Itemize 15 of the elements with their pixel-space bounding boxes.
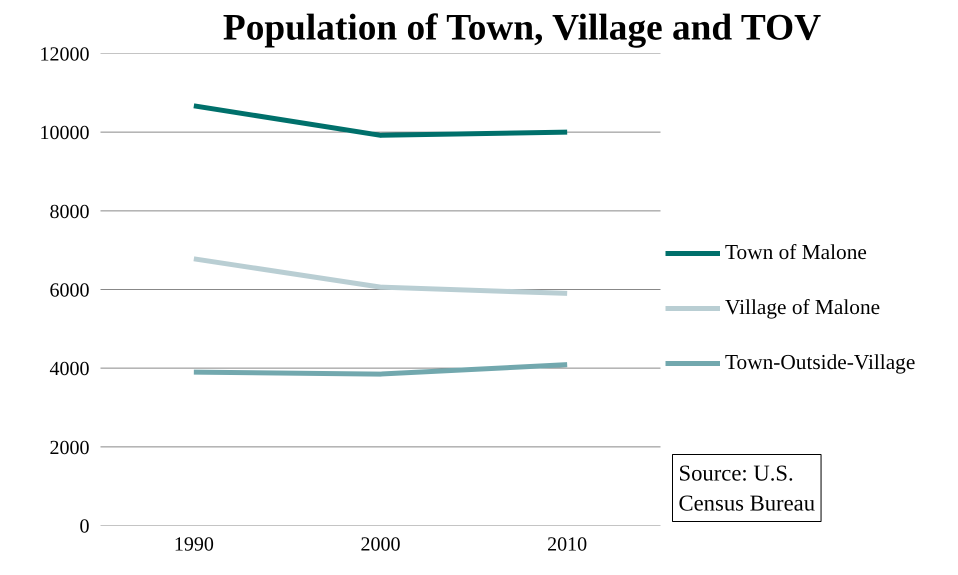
y-tick-label: 12000 [40, 44, 90, 66]
legend-label: Town-Outside-Village [725, 350, 916, 375]
y-tick-label: 8000 [50, 200, 90, 223]
legend-label: Town of Malone [725, 240, 867, 265]
y-tick-label: 0 [80, 516, 90, 538]
y-tick-label: 6000 [50, 280, 90, 302]
y-tick-label: 2000 [50, 436, 90, 459]
source-note: Source: U.S. Census Bureau [678, 460, 816, 516]
chart-title: Population of Town, Village and TOV [222, 8, 822, 48]
y-tick-label: 10000 [40, 122, 90, 144]
y-tick-label: 4000 [50, 358, 90, 380]
legend-label: Village of Malone [725, 295, 880, 320]
x-tick-label: 2000 [360, 534, 400, 556]
x-tick-label: 2010 [547, 534, 588, 556]
x-tick-label: 1990 [174, 534, 214, 556]
